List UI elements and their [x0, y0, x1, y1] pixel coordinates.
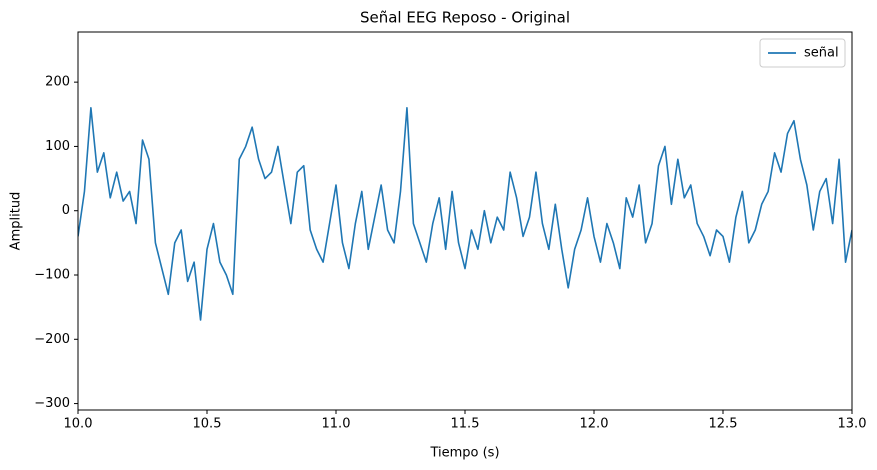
y-tick-label: −200	[34, 332, 70, 347]
y-tick-label: 0	[62, 203, 70, 218]
plot-frame	[77, 31, 853, 411]
x-tick-label: 11.5	[451, 417, 480, 432]
y-tick-label: −300	[34, 396, 70, 411]
x-tick-label: 10.5	[193, 417, 222, 432]
signal-line	[78, 107, 852, 321]
x-tick-label: 11.0	[322, 417, 351, 432]
x-tick-label: 10.0	[64, 417, 93, 432]
x-tick-label: 13.0	[838, 417, 867, 432]
y-axis-label: Amplitud	[9, 192, 24, 251]
x-axis-label: Tiempo (s)	[429, 446, 499, 461]
y-tick-label: 200	[45, 75, 70, 90]
y-tick-label: −100	[34, 268, 70, 283]
y-tick-label: 100	[45, 139, 70, 154]
legend-label: señal	[804, 46, 839, 61]
x-tick-label: 12.0	[580, 417, 609, 432]
chart-title: Señal EEG Reposo - Original	[360, 9, 570, 27]
x-tick-label: 12.5	[709, 417, 738, 432]
legend-box	[759, 38, 846, 68]
